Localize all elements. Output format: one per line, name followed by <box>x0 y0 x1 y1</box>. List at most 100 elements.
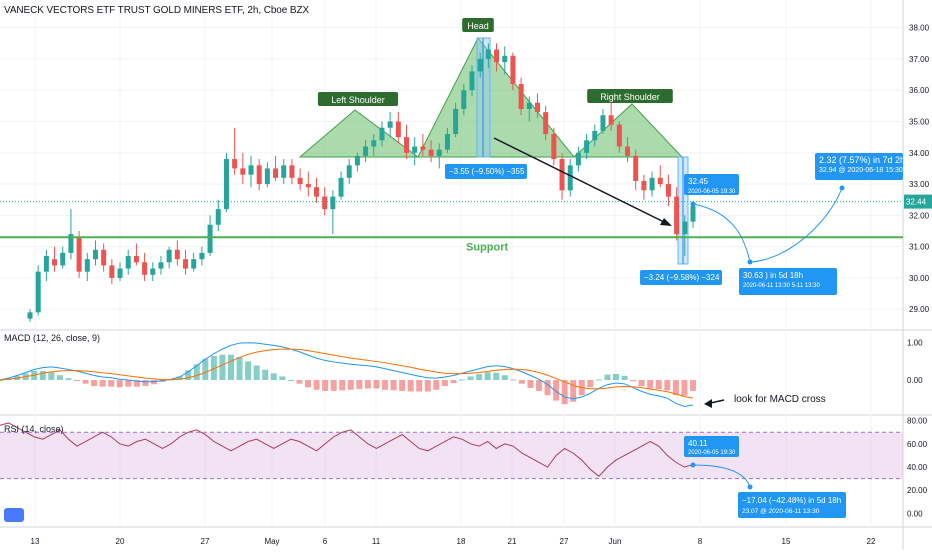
candle-body <box>125 256 131 269</box>
candle-body <box>281 165 287 178</box>
candle <box>641 174 647 200</box>
rsi-target-bg <box>738 492 846 518</box>
left-shoulder-label-bg <box>317 92 399 106</box>
price-tick-label: 33.00 <box>909 180 930 189</box>
candle-body <box>207 224 213 253</box>
signal-line <box>0 348 694 399</box>
candle <box>223 152 229 213</box>
candle <box>682 215 688 257</box>
macd-histogram-bar <box>364 380 371 389</box>
price-tick-label: 32.00 <box>909 211 930 220</box>
candle-body <box>420 146 426 150</box>
projection-point <box>839 185 845 191</box>
time-tick-label: 6 <box>323 537 328 546</box>
candle-body <box>616 124 622 147</box>
candle <box>215 199 221 232</box>
candle <box>387 112 393 138</box>
macd-histogram-bar <box>536 380 542 391</box>
candle <box>191 252 197 272</box>
candle <box>363 140 369 163</box>
candle <box>633 149 639 191</box>
candle <box>567 159 573 197</box>
macd-tick-label: 1.00 <box>907 338 923 347</box>
candle-body <box>183 259 189 269</box>
macd-histogram-bar <box>65 378 72 381</box>
macd-histogram-bar <box>74 380 80 382</box>
candle <box>166 246 172 269</box>
candle <box>232 127 238 175</box>
macd-histogram-bar <box>91 380 98 387</box>
macd-histogram-bar <box>133 380 140 387</box>
candle <box>543 105 549 141</box>
candle-body <box>461 90 467 109</box>
macd-histogram-bar <box>459 379 465 381</box>
measure-label-right-bg <box>640 270 722 285</box>
candle-body <box>690 205 696 222</box>
candle <box>297 168 303 191</box>
candle-body <box>567 165 573 191</box>
macd-histogram-bar <box>595 379 602 381</box>
measure-label-head-bg <box>445 164 527 179</box>
candle-body <box>485 49 491 59</box>
candle-body <box>338 177 344 197</box>
candle-body <box>158 262 164 269</box>
time-tick-label: 13 <box>31 537 40 546</box>
candle <box>436 143 442 169</box>
macd-histogram-bar <box>219 354 226 381</box>
candle <box>616 121 622 153</box>
macd-histogram-bar <box>467 376 474 381</box>
candle-body <box>289 165 295 178</box>
candle <box>125 249 131 275</box>
candle <box>665 174 671 206</box>
projection-curve-down <box>692 203 751 263</box>
rsi-callout-bg <box>684 436 739 457</box>
candle-body <box>297 177 303 185</box>
candle <box>313 177 319 203</box>
candle-body <box>657 177 663 185</box>
measure-label-head-line: −3.55 (−9.50%) −355 <box>449 167 525 176</box>
rsi-projection-curve <box>692 464 751 488</box>
time-tick-label: 22 <box>867 537 876 546</box>
macd-histogram-bar <box>270 373 277 381</box>
price-tick-label: 36.00 <box>909 86 930 95</box>
macd-histogram-bar <box>99 380 106 387</box>
candle-body <box>322 196 328 210</box>
time-axis: 13 20 27 May 6 11 18 21 27 Jun 8 15 22 <box>4 508 876 546</box>
candle <box>477 52 483 78</box>
candle <box>649 171 655 197</box>
candles[interactable] <box>27 43 696 322</box>
candle <box>199 246 205 266</box>
trend-arrow-line <box>493 137 669 225</box>
candle-body <box>43 256 49 272</box>
macd-histogram-bar <box>287 380 294 382</box>
candle <box>207 215 213 257</box>
candle <box>133 243 139 266</box>
candle-body <box>273 168 279 178</box>
candle <box>52 246 58 272</box>
candle-body <box>633 155 639 181</box>
head-label: Head <box>467 21 489 31</box>
candle <box>60 246 66 269</box>
candle <box>551 127 557 166</box>
candle <box>608 102 614 131</box>
candle <box>453 102 459 138</box>
candle-body <box>232 159 238 169</box>
price-tick-label: 38.00 <box>909 24 930 33</box>
candle-body <box>305 184 311 188</box>
macd-annotation: look for MACD cross <box>734 394 826 405</box>
candle-body <box>518 83 524 109</box>
logo-icon <box>4 508 24 522</box>
last-price-tag: 32.44 <box>906 198 927 207</box>
macd-histogram-bar <box>630 380 637 382</box>
candle-body <box>477 58 483 72</box>
candle-body <box>133 256 139 263</box>
candle <box>305 171 311 197</box>
macd-histogram-bar <box>613 374 619 381</box>
candle <box>68 209 74 260</box>
macd-histogram-bar <box>253 365 260 381</box>
candle-body <box>453 108 459 135</box>
time-tick-label: 27 <box>201 537 210 546</box>
time-tick-label: 27 <box>560 537 569 546</box>
macd-histogram-bar <box>501 375 508 381</box>
